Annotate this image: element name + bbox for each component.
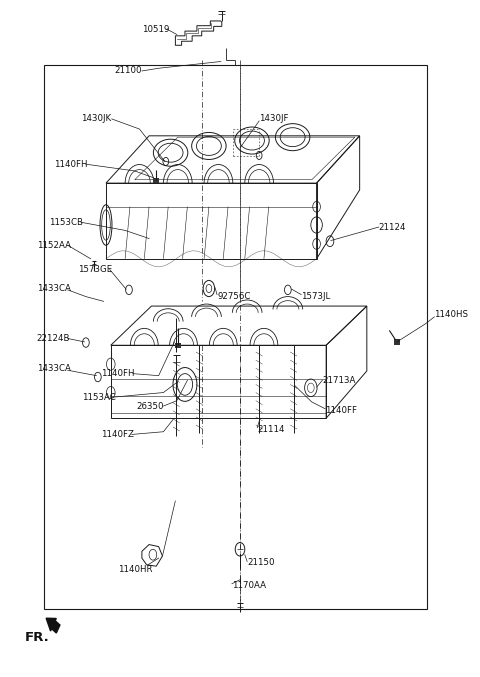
Text: 1153CB: 1153CB bbox=[48, 218, 83, 227]
Text: 1140FH: 1140FH bbox=[54, 160, 88, 169]
FancyBboxPatch shape bbox=[394, 338, 400, 345]
Text: 1430JK: 1430JK bbox=[81, 114, 111, 123]
FancyBboxPatch shape bbox=[154, 177, 159, 183]
Text: 1573JL: 1573JL bbox=[301, 292, 331, 301]
Text: 21124: 21124 bbox=[379, 223, 406, 232]
Bar bbox=[44, 65, 427, 609]
Text: 1140HR: 1140HR bbox=[119, 565, 153, 574]
Text: 1573GE: 1573GE bbox=[78, 265, 112, 274]
Text: 21114: 21114 bbox=[257, 425, 285, 434]
Text: 26350: 26350 bbox=[137, 401, 164, 410]
Text: 21100: 21100 bbox=[114, 66, 142, 75]
Text: 21713A: 21713A bbox=[323, 376, 356, 385]
Text: 1152AA: 1152AA bbox=[37, 241, 71, 250]
Text: 1140FH: 1140FH bbox=[101, 369, 135, 378]
Text: 1153AC: 1153AC bbox=[82, 393, 116, 401]
FancyArrow shape bbox=[46, 618, 60, 633]
Text: 1170AA: 1170AA bbox=[232, 582, 266, 590]
Text: 92756C: 92756C bbox=[217, 292, 251, 301]
Text: FR.: FR. bbox=[24, 630, 49, 644]
Text: 10519: 10519 bbox=[142, 24, 169, 34]
Text: 1433CA: 1433CA bbox=[37, 284, 71, 293]
Text: 1140FF: 1140FF bbox=[325, 406, 357, 415]
Text: 1140FZ: 1140FZ bbox=[101, 430, 134, 439]
Text: 21150: 21150 bbox=[247, 559, 275, 567]
Text: 1430JF: 1430JF bbox=[259, 114, 288, 123]
Text: 1433CA: 1433CA bbox=[37, 364, 71, 374]
Text: 22124B: 22124B bbox=[36, 334, 70, 343]
FancyBboxPatch shape bbox=[175, 343, 180, 348]
Text: 1140HS: 1140HS bbox=[434, 310, 468, 320]
